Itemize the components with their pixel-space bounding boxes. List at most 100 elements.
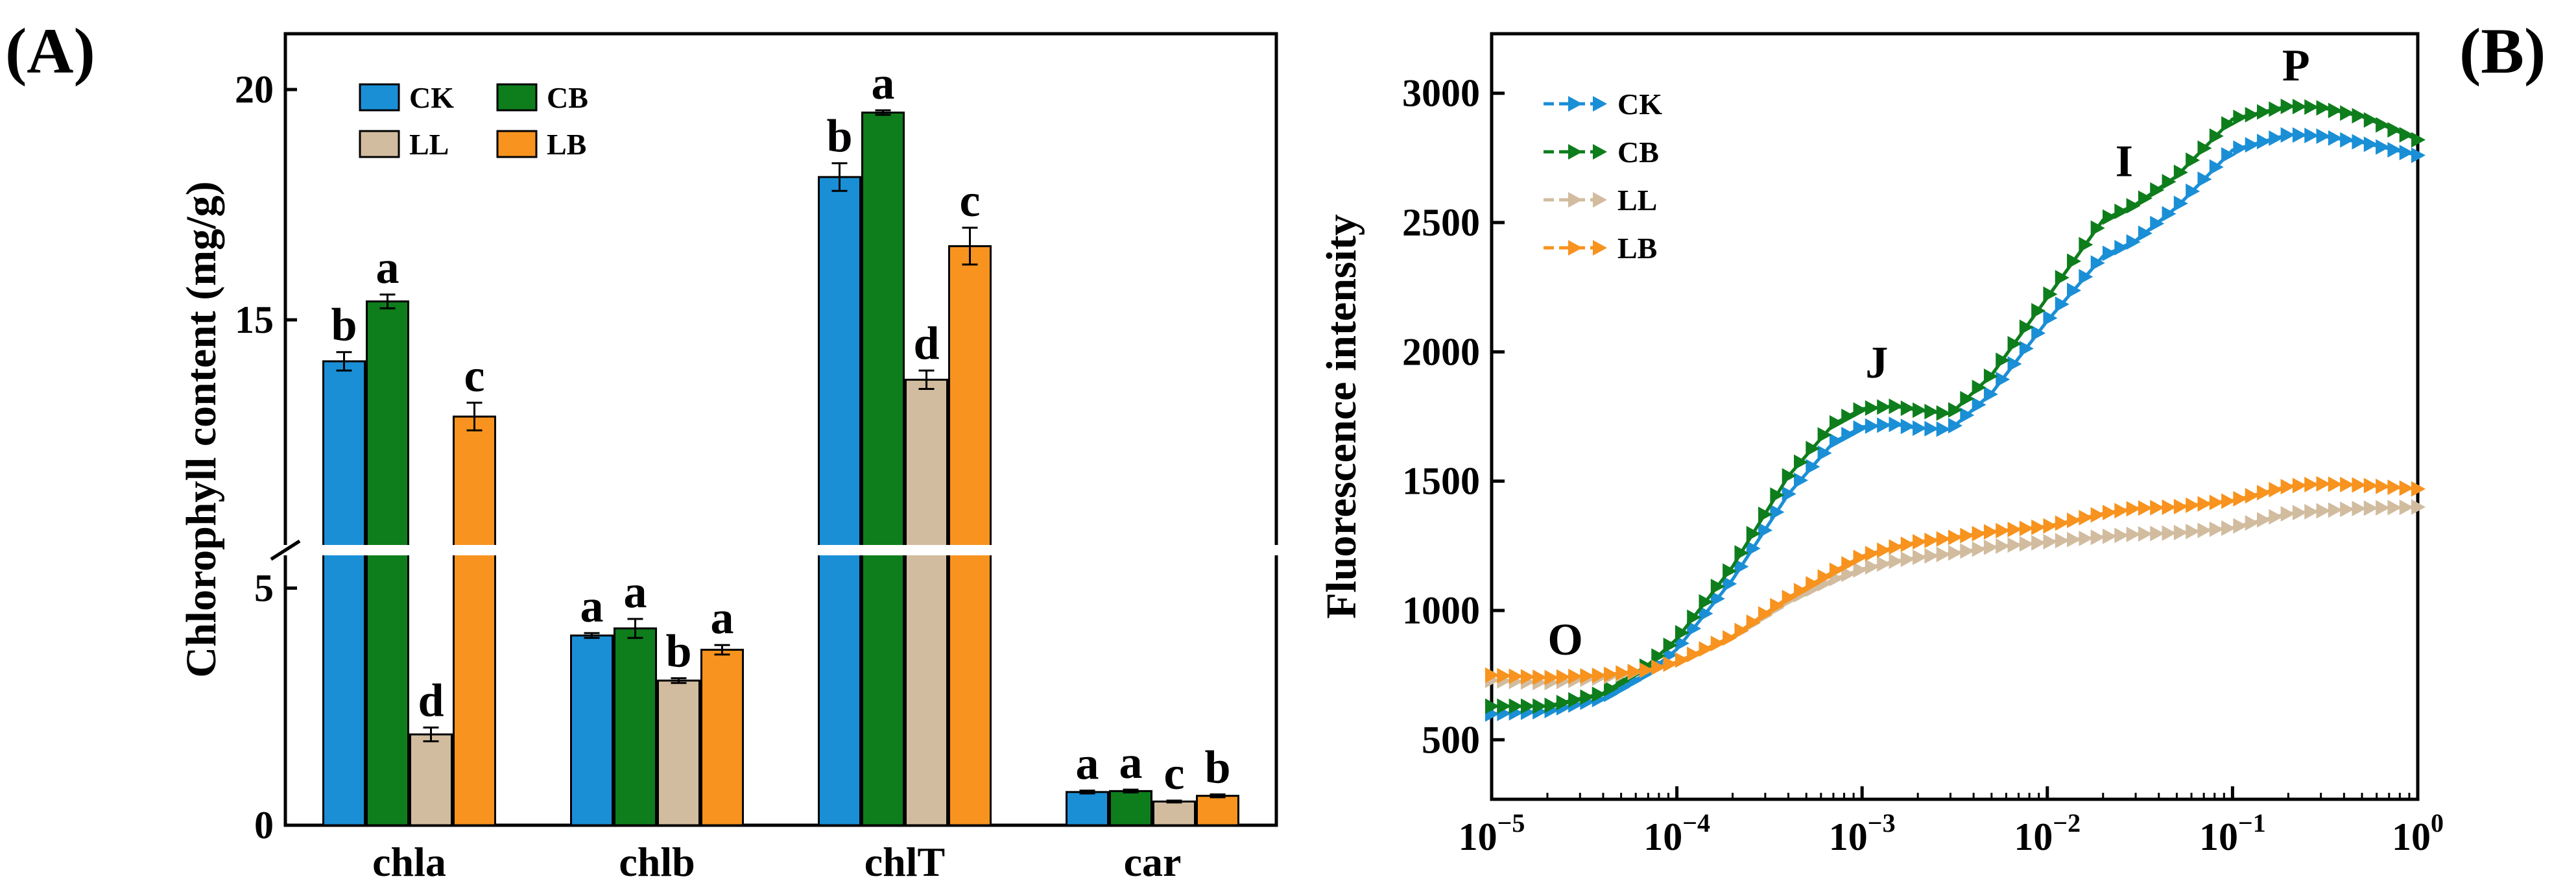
bar-LL-car <box>1152 800 1196 827</box>
legend-label-LB: LB <box>547 128 586 161</box>
data-point-LB <box>1485 667 1499 683</box>
data-point-CB <box>2126 198 2141 214</box>
data-point-LL <box>2269 509 2284 525</box>
data-point-CK <box>1782 486 1796 502</box>
data-point-LB <box>2007 522 2022 538</box>
x-tick-label-car: car <box>1124 839 1182 885</box>
significance-letter: a <box>711 592 734 644</box>
data-point-LL <box>2209 521 2224 537</box>
significance-letter: d <box>418 674 444 726</box>
data-point-CB <box>2363 112 2378 128</box>
data-point-LB <box>1865 546 1879 562</box>
data-point-LL <box>2363 500 2378 516</box>
bar-LB-car <box>1196 795 1239 827</box>
data-point-CB <box>1568 692 1583 708</box>
bar-CB-chlT <box>861 112 905 827</box>
data-point-CB <box>2411 132 2426 148</box>
x-tick-exponent: −5 <box>1497 808 1525 838</box>
data-point-CB <box>2304 99 2319 115</box>
data-point-CB <box>1485 698 1499 714</box>
significance-letter: a <box>1076 738 1099 790</box>
legend-label-CB: CB <box>1617 136 1659 169</box>
y-tick-label: 3000 <box>1402 72 1480 115</box>
data-point-CB <box>1509 698 1523 714</box>
data-point-LL <box>1996 538 2010 554</box>
data-point-LL <box>2304 503 2319 520</box>
data-point-CK <box>1972 396 1986 413</box>
data-point-CK <box>2007 356 2022 372</box>
data-point-LB <box>2197 496 2212 512</box>
data-point-CB <box>1948 402 1962 418</box>
x-tick-label: 10−3 <box>1829 808 1896 858</box>
legend-swatch-LB <box>496 130 538 158</box>
data-point-CB <box>1746 526 1761 542</box>
data-point-CB <box>2399 127 2414 143</box>
data-point-LB <box>2376 478 2391 494</box>
data-point-LB <box>1687 646 1702 662</box>
data-point-CK <box>1913 420 1927 437</box>
data-point-CK <box>1877 417 1892 433</box>
data-point-LL <box>2090 529 2105 546</box>
data-point-CB <box>2186 152 2200 169</box>
data-point-CK <box>1865 418 1879 434</box>
data-point-LL <box>1972 541 1986 557</box>
data-point-CB <box>2316 100 2331 116</box>
data-point-CK <box>2090 255 2105 271</box>
data-point-LB <box>1817 569 1832 585</box>
data-point-LB <box>1758 606 1773 622</box>
data-point-LB <box>1580 668 1595 684</box>
data-point-LB <box>2411 481 2426 497</box>
data-point-LB <box>1972 526 1986 542</box>
x-tick-base: 10 <box>2199 815 2238 858</box>
bar-LL-chla <box>409 733 453 827</box>
data-point-LB <box>2257 485 2271 501</box>
phase-label-I: I <box>2116 136 2133 186</box>
data-point-LL <box>1853 562 1868 578</box>
data-point-CB <box>1675 625 1689 641</box>
data-point-CK <box>1806 459 1820 475</box>
data-point-CB <box>1592 686 1606 703</box>
data-point-LB <box>2292 477 2307 494</box>
data-point-CK <box>2103 245 2117 261</box>
phase-label-J: J <box>1865 338 1888 388</box>
data-point-CK <box>2221 147 2236 163</box>
data-point-CK <box>2280 127 2295 143</box>
data-point-LB <box>1663 656 1678 672</box>
data-point-CK <box>1675 635 1689 651</box>
panel-a-label: (A) <box>5 15 95 87</box>
data-point-LL <box>2399 499 2414 515</box>
data-point-CB <box>1817 427 1832 443</box>
data-point-CK <box>1853 420 1868 436</box>
data-point-LL <box>1900 551 1915 568</box>
legend-label-LL: LL <box>1617 184 1657 217</box>
x-tick-label: 10−2 <box>2014 808 2081 858</box>
data-point-LB <box>1900 537 1915 553</box>
x-tick-exponent: −3 <box>1868 808 1896 838</box>
data-point-LB <box>1710 635 1725 651</box>
data-point-CB <box>1758 506 1773 522</box>
data-point-CB <box>1663 637 1678 653</box>
data-point-LB <box>1520 669 1535 685</box>
x-tick-exponent: −2 <box>2053 808 2081 838</box>
data-point-CB <box>1497 698 1512 714</box>
data-point-LB <box>2399 480 2414 496</box>
x-tick-exponent: −4 <box>1682 808 1710 838</box>
significance-letter: a <box>872 57 895 109</box>
legend-swatch-CK <box>359 83 400 112</box>
legend-swatch-CB <box>496 83 538 112</box>
bar-CB-chlb <box>614 627 657 827</box>
data-point-LL <box>2316 503 2331 519</box>
data-point-CB <box>2007 335 2022 352</box>
data-point-CB <box>2090 220 2105 236</box>
data-point-LB <box>1734 622 1749 638</box>
data-point-LB <box>2079 509 2093 526</box>
legend-marker-CK <box>1568 96 1582 112</box>
data-point-CB <box>2031 302 2046 319</box>
data-point-CK <box>1960 407 1975 424</box>
phase-label-P: P <box>2282 41 2310 91</box>
data-point-CB <box>1782 468 1796 484</box>
significance-letter: b <box>1204 741 1230 793</box>
data-point-CK <box>2340 132 2355 148</box>
data-point-CK <box>2114 239 2129 256</box>
data-point-CK <box>2292 127 2307 143</box>
